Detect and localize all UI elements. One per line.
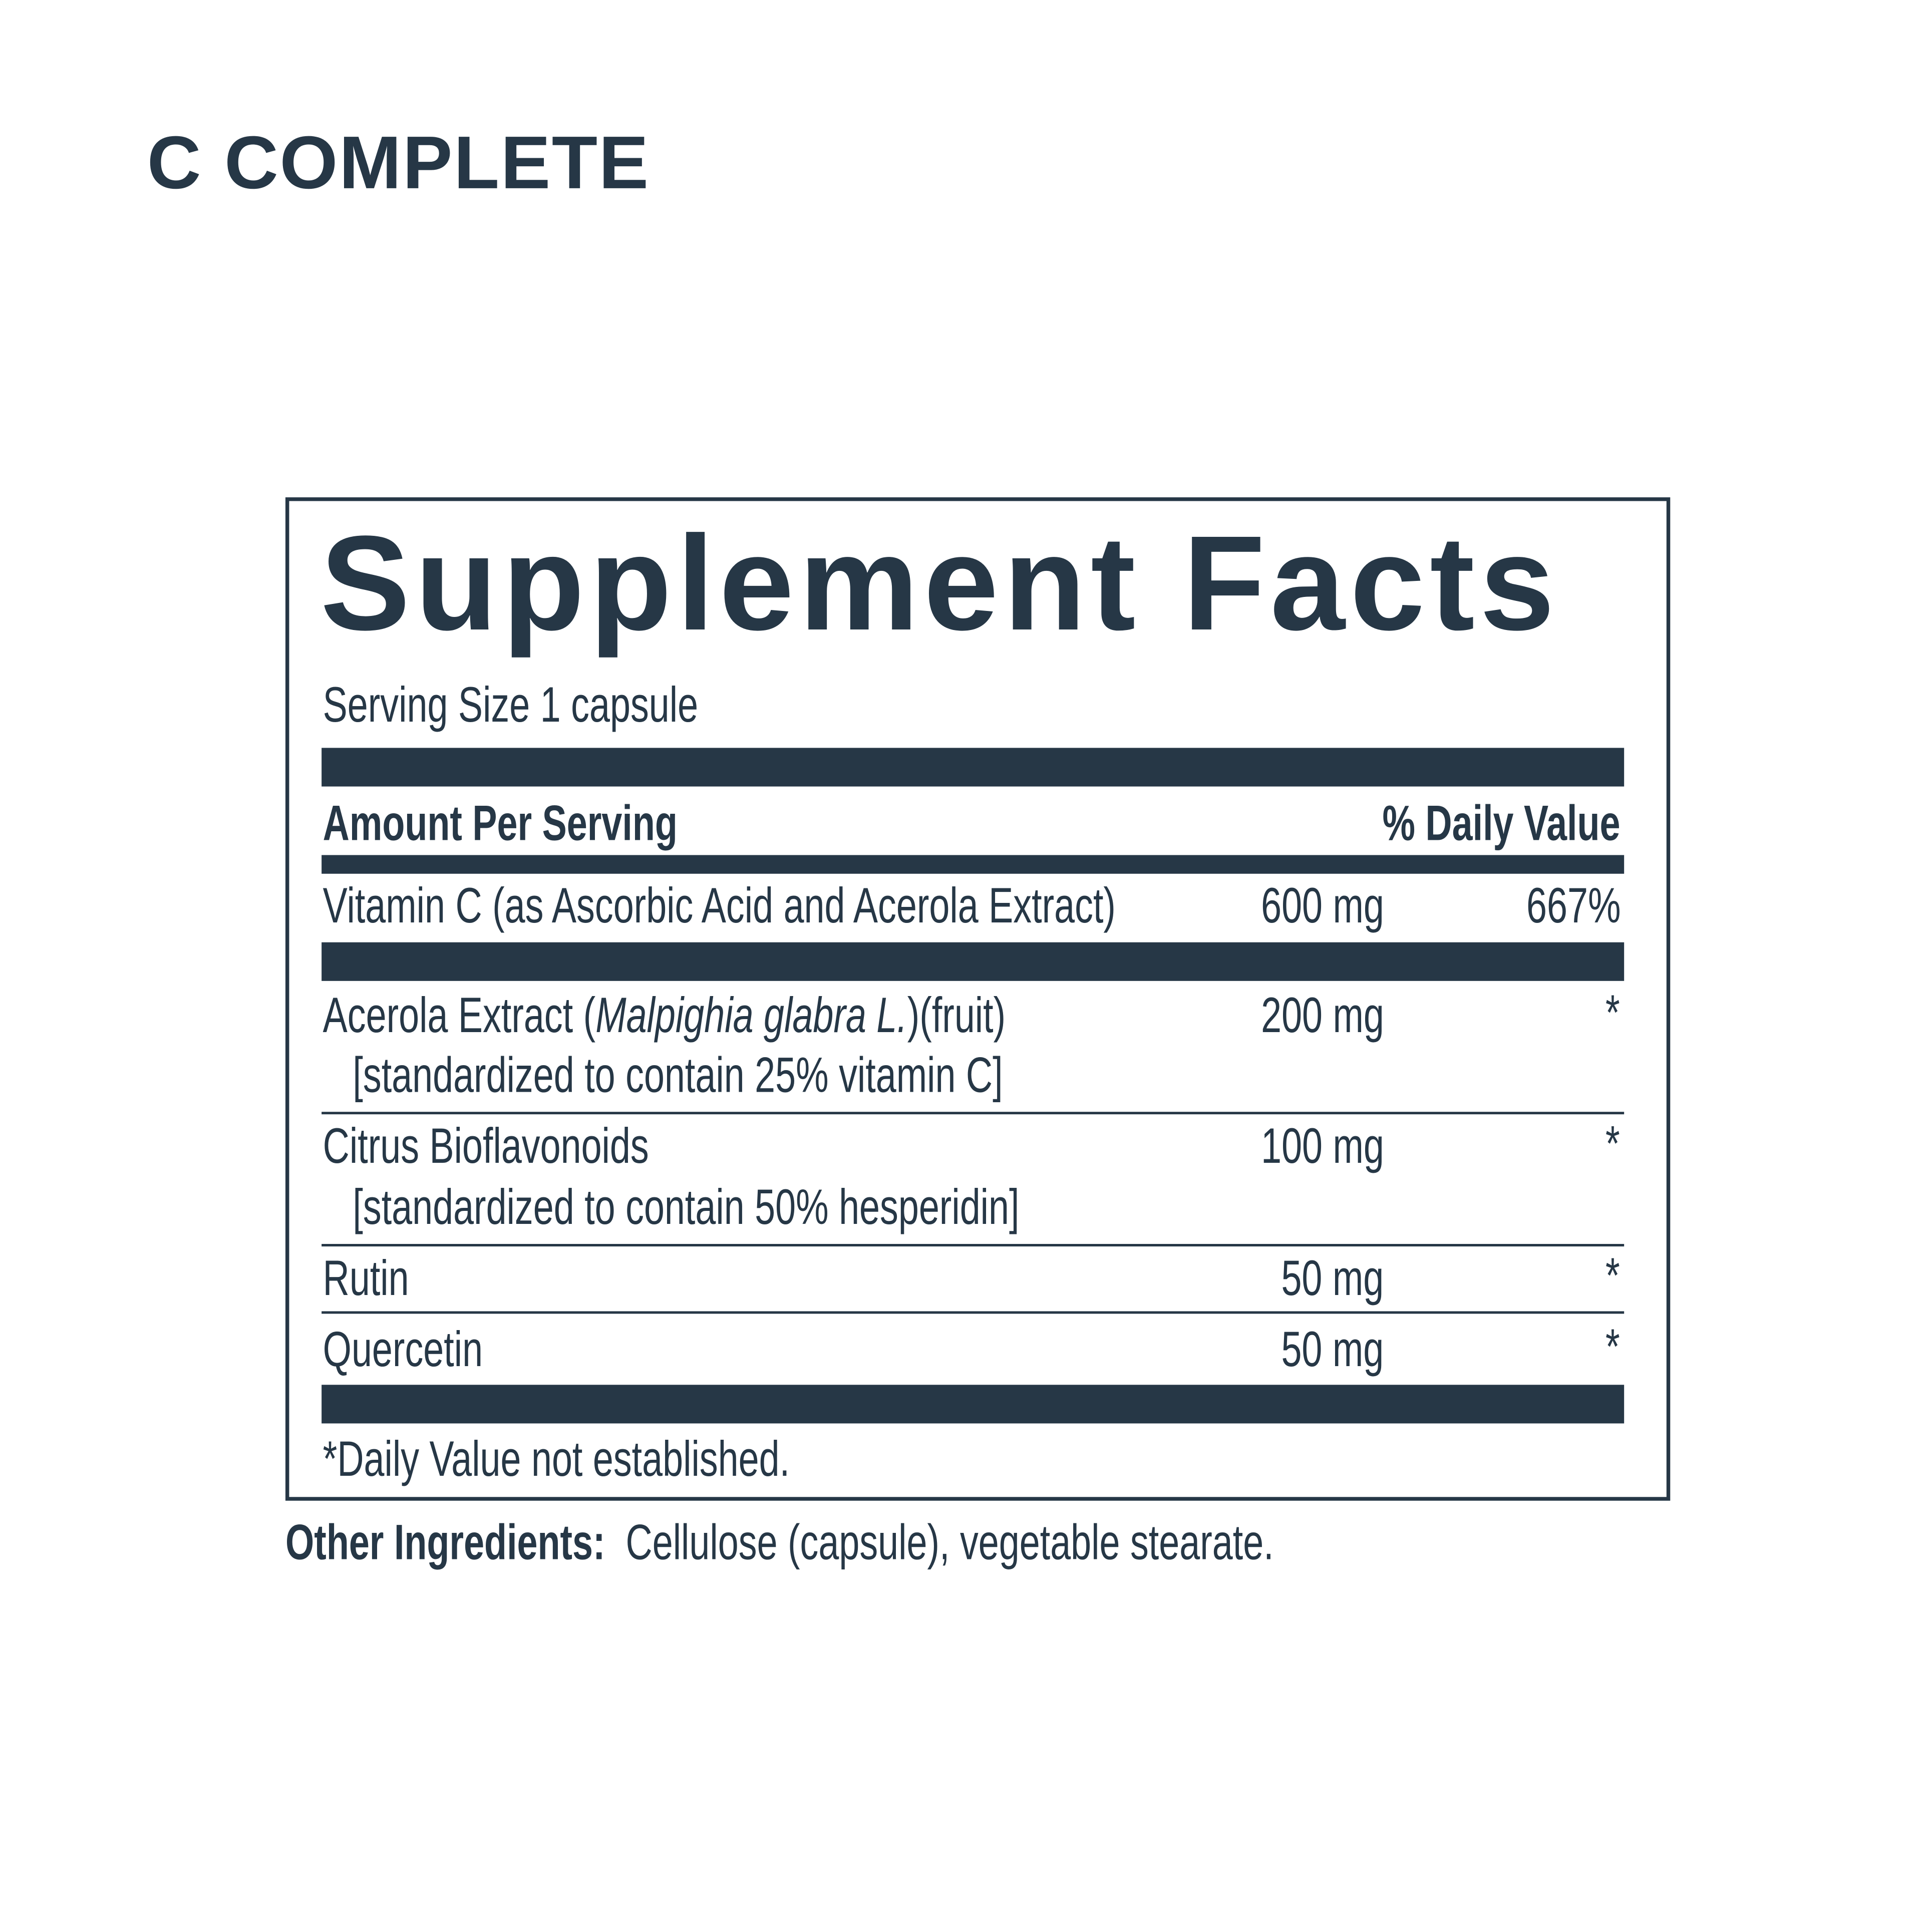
ingredient-name-text: Rutin: [323, 1251, 409, 1307]
ingredient-amount: 100 mg: [1217, 1122, 1384, 1172]
serving-size: Serving Size 1 capsule: [323, 681, 830, 731]
ingredient-dv: *: [1601, 1119, 1621, 1169]
ingredient-name: Quercetin: [323, 1325, 539, 1375]
amount-text: 200 mg: [1260, 988, 1384, 1044]
ingredient-dv: *: [1601, 1323, 1621, 1373]
amount-text: 50 mg: [1281, 1251, 1384, 1307]
ingredient-amount: 50 mg: [1245, 1254, 1384, 1304]
amount-text: 600 mg: [1260, 878, 1384, 934]
header-left-text: Amount Per Serving: [323, 796, 678, 851]
ingredient-name: Citrus Bioflavonoids: [323, 1122, 764, 1172]
other-ingredients-text: Cellulose (capsule), vegetable stearate.: [625, 1515, 1274, 1571]
divider-bar: [321, 1385, 1625, 1424]
sub-text: [standardized to contain 50% hesperidin]: [353, 1180, 1020, 1235]
header-daily-value: % Daily Value: [1299, 799, 1621, 849]
panel-heading: Supplement Facts: [320, 507, 1560, 659]
ingredient-name: Acerola Extract (Malpighia glabra L.)(fr…: [323, 991, 1246, 1041]
header-amount-per-serving: Amount Per Serving: [323, 799, 802, 849]
dv-text: *: [1606, 986, 1621, 1041]
divider-bar: [321, 748, 1625, 787]
botanical-name: Malpighia glabra L.: [595, 988, 907, 1044]
dv-text: *: [1606, 1117, 1621, 1172]
row-divider: [321, 1311, 1625, 1314]
name-part: Acerola Extract (: [323, 988, 596, 1044]
amount-text: 50 mg: [1281, 1322, 1384, 1378]
sub-text: [standardized to contain 25% vitamin C]: [353, 1048, 1003, 1103]
serving-size-text: Serving Size 1 capsule: [323, 678, 699, 733]
row-divider: [321, 1244, 1625, 1246]
ingredient-amount: 50 mg: [1245, 1325, 1384, 1375]
footnote-text: *Daily Value not established.: [323, 1432, 790, 1487]
other-ingredients-label: Other Ingredients:: [285, 1515, 605, 1571]
dv-text: *: [1606, 1248, 1621, 1304]
ingredient-name-text: Acerola Extract (Malpighia glabra L.)(fr…: [323, 991, 1006, 1041]
ingredient-sub: [standardized to contain 25% vitamin C]: [353, 1051, 1231, 1101]
ingredient-name: Rutin: [323, 1254, 439, 1304]
name-part: )(fruit): [907, 988, 1006, 1044]
amount-text: 100 mg: [1260, 1119, 1384, 1174]
product-title: C COMPLETE: [147, 121, 650, 205]
header-right-text: % Daily Value: [1382, 796, 1621, 851]
ingredient-name-text: Citrus Bioflavonoids: [323, 1119, 649, 1174]
ingredient-name-text: Vitamin C (as Ascorbic Acid and Acerola …: [323, 878, 1116, 934]
divider-bar: [321, 855, 1625, 874]
ingredient-dv: *: [1601, 1251, 1621, 1302]
ingredient-name-text: Quercetin: [323, 1322, 483, 1378]
ingredient-amount: 200 mg: [1217, 991, 1384, 1041]
ingredient-dv: *: [1601, 989, 1621, 1039]
ingredient-amount: 600 mg: [1217, 881, 1384, 931]
supplement-facts-panel: [285, 497, 1671, 1501]
dv-text: *: [1606, 1320, 1621, 1375]
ingredient-sub: [standardized to contain 50% hesperidin]: [353, 1183, 1253, 1233]
footnote: *Daily Value not established.: [323, 1435, 954, 1485]
dv-text: 667%: [1526, 878, 1621, 934]
ingredient-dv: 667%: [1493, 878, 1621, 934]
divider-bar: [321, 942, 1625, 981]
ingredient-name: Vitamin C (as Ascorbic Acid and Acerola …: [323, 881, 1395, 931]
other-ingredients: Other Ingredients: Cellulose (capsule), …: [285, 1518, 1621, 1568]
row-divider: [321, 1112, 1625, 1115]
